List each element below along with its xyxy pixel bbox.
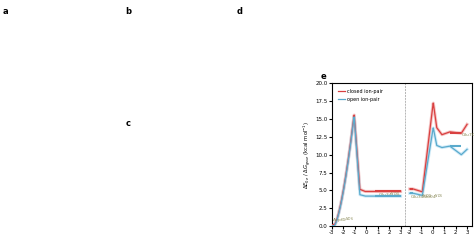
Text: Glu34$^{ND4L}$: Glu34$^{ND4L}$ (410, 193, 433, 202)
Y-axis label: $\Delta E_{0e}$ / $\Delta G_{gsse}$ (kcal mol$^{-1}$): $\Delta E_{0e}$ / $\Delta G_{gsse}$ (kca… (301, 121, 313, 189)
Text: b: b (126, 7, 132, 16)
Text: e: e (320, 72, 327, 81)
Text: Glu70$^{ND4L}$: Glu70$^{ND4L}$ (461, 130, 474, 140)
Text: a: a (2, 7, 8, 16)
Text: Glu34$^{ND4L}$: Glu34$^{ND4L}$ (378, 191, 401, 200)
Text: Asp69$^{ND6}$: Asp69$^{ND6}$ (332, 216, 354, 226)
Text: Glu04$^{ND6}$: Glu04$^{ND6}$ (422, 193, 443, 202)
Text: c: c (126, 119, 131, 128)
Text: d: d (237, 7, 243, 16)
Legend: closed ion-pair, open ion-pair: closed ion-pair, open ion-pair (336, 87, 385, 104)
